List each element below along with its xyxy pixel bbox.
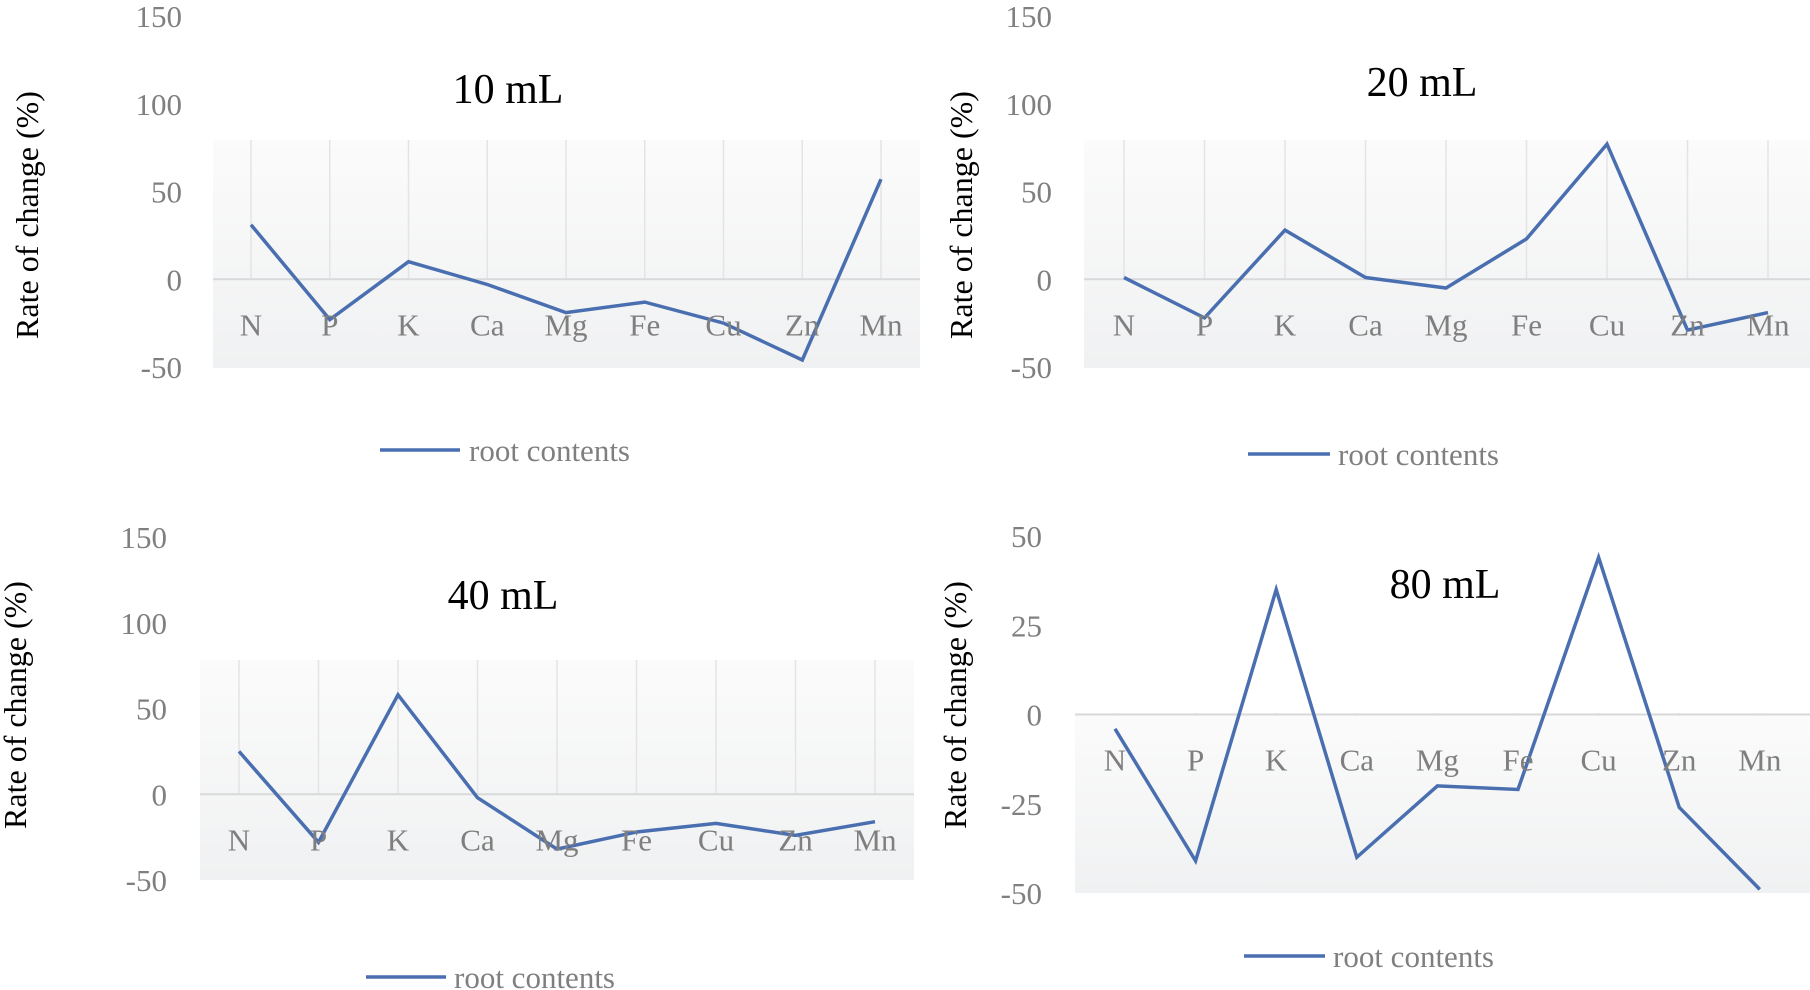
x-category-label: Mn [853,822,897,857]
legend-label: root contents [454,960,615,990]
y-axis-title: Rate of change (%) [9,91,45,339]
y-axis-title: Rate of change (%) [943,91,979,339]
legend-label: root contents [1333,939,1494,974]
y-tick-label: 50 [151,175,182,210]
y-tick-label: -50 [1011,350,1052,385]
x-category-label: Zn [1662,743,1697,778]
x-category-label: Mg [535,822,578,857]
y-tick-label: 150 [136,0,183,34]
x-category-label: P [310,822,327,857]
x-category-label: Mg [544,307,587,342]
x-category-label: K [1274,307,1297,342]
y-tick-label: 0 [167,262,183,297]
x-category-label: Mg [1424,307,1467,342]
y-axis-title: Rate of change (%) [937,581,973,829]
x-category-label: N [1104,743,1126,778]
x-category-label: Cu [1581,743,1617,778]
x-category-label: Fe [1511,307,1542,342]
y-tick-label: 0 [1027,698,1043,733]
x-category-label: N [1113,307,1135,342]
chart-panel-3: -50 0 50 100 150 Rate of change (%) N P K Ca Mg Fe C… [0,520,914,990]
x-category-label: Cu [698,822,734,857]
x-category-label: N [240,307,262,342]
plot-area-background [1075,713,1810,893]
chart-title: 10 mL [453,67,564,113]
x-category-label: Ca [470,307,505,342]
y-tick-label: 50 [1021,175,1052,210]
y-tick-label: 0 [152,777,168,812]
x-category-label: Ca [1340,743,1375,778]
x-category-label: Mn [1746,307,1790,342]
y-tick-label: 100 [136,87,183,122]
chart-title: 20 mL [1367,60,1478,106]
x-category-label: K [387,822,410,857]
x-category-label: P [1187,743,1204,778]
x-category-label: Zn [1670,307,1705,342]
y-tick-label: -25 [1001,787,1042,822]
chart-panel-4: -50 -25 0 25 50 Rate of change (%) N P K Ca Mg Fe Cu… [937,519,1810,974]
y-tick-label: -50 [141,350,182,385]
x-category-label: P [321,307,338,342]
x-category-label: N [228,822,250,857]
chart-panel-2: -50 0 50 100 150 Rate of change (%) N P K Ca Mg Fe C… [943,0,1810,472]
x-category-label: Zn [778,822,813,857]
x-category-label: Zn [785,307,820,342]
x-category-label: K [397,307,420,342]
y-tick-label: -50 [126,863,167,898]
x-category-label: Cu [705,307,741,342]
y-tick-label: 150 [121,520,168,555]
x-category-label: Cu [1589,307,1625,342]
chart-panel-1: -50 0 50 100 150 Rate of change (%) N P K Ca Mg Fe C… [9,0,920,468]
y-tick-label: 150 [1006,0,1053,34]
x-category-label: Mn [859,307,903,342]
x-category-label: Ca [1348,307,1383,342]
x-category-label: Fe [621,822,652,857]
x-category-label: Mg [1416,743,1459,778]
y-axis-title: Rate of change (%) [0,581,33,829]
x-category-label: Mn [1738,743,1782,778]
legend-label: root contents [469,433,630,468]
legend-label: root contents [1338,437,1499,472]
y-tick-label: 50 [1011,519,1042,554]
y-tick-label: -50 [1001,876,1042,911]
x-category-label: Ca [460,822,495,857]
y-tick-label: 25 [1011,608,1042,643]
x-category-label: P [1196,307,1213,342]
y-tick-label: 50 [136,692,167,727]
chart-title: 40 mL [448,573,559,619]
x-category-label: Fe [629,307,660,342]
y-tick-label: 100 [121,606,168,641]
y-tick-label: 0 [1037,262,1053,297]
y-tick-label: 100 [1006,87,1053,122]
x-category-label: K [1265,743,1288,778]
x-category-label: Fe [1503,743,1534,778]
chart-title: 80 mL [1390,562,1501,608]
